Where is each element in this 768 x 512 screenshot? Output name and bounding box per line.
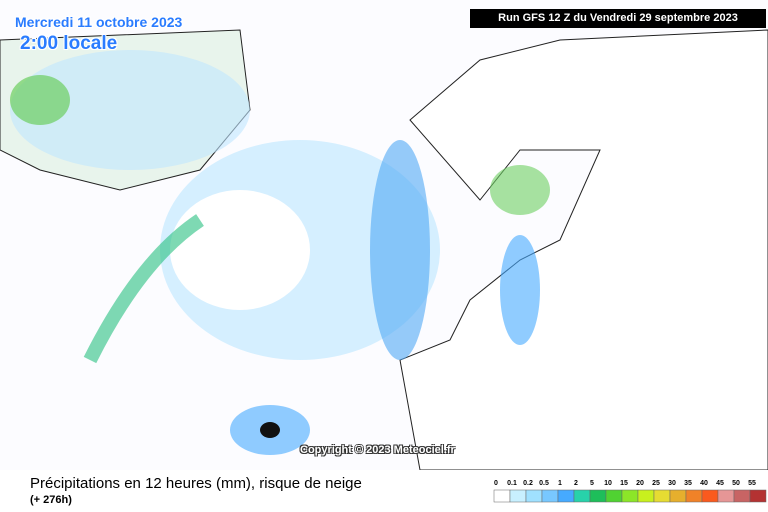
legend-swatch bbox=[541, 489, 559, 503]
lead-time: (+ 276h) bbox=[30, 494, 72, 506]
legend-label: 25 bbox=[652, 480, 660, 487]
legend-label: 10 bbox=[604, 480, 612, 487]
legend-swatch bbox=[669, 489, 687, 503]
legend-label: 0.5 bbox=[539, 480, 549, 487]
legend-swatch bbox=[701, 489, 719, 503]
legend-label: 50 bbox=[732, 480, 740, 487]
precip-area bbox=[10, 50, 250, 170]
legend-swatch bbox=[573, 489, 591, 503]
legend-swatch bbox=[717, 489, 735, 503]
run-label: Run GFS 12 Z du Vendredi 29 septembre 20… bbox=[470, 9, 766, 28]
precip-area bbox=[10, 75, 70, 125]
legend-label: 55 bbox=[748, 480, 756, 487]
legend-swatch bbox=[493, 489, 511, 503]
legend-label: 45 bbox=[716, 480, 724, 487]
legend-label: 5 bbox=[590, 480, 594, 487]
legend: 0 0.1 0.2 0.5 1 2 5 10 15 20 25 30 35 40 45 50 55 bbox=[493, 480, 767, 503]
legend-label: 0 bbox=[494, 480, 498, 487]
precip-band bbox=[500, 235, 540, 345]
legend-label: 35 bbox=[684, 480, 692, 487]
legend-label: 2 bbox=[574, 480, 578, 487]
legend-swatch bbox=[749, 489, 767, 503]
legend-label: 40 bbox=[700, 480, 708, 487]
legend-label: 20 bbox=[636, 480, 644, 487]
precip-band bbox=[370, 140, 430, 360]
precip-band bbox=[83, 214, 204, 364]
precip-area bbox=[490, 165, 550, 215]
legend-label: 30 bbox=[668, 480, 676, 487]
legend-swatch bbox=[733, 489, 751, 503]
copyright: Copyright © 2023 Meteociel.fr bbox=[300, 444, 455, 456]
precip-gap bbox=[170, 190, 310, 310]
europe bbox=[399, 29, 768, 470]
legend-swatch bbox=[525, 489, 543, 503]
legend-label: 0.2 bbox=[523, 480, 533, 487]
map-date: Mercredi 11 octobre 2023 bbox=[15, 14, 183, 30]
precip-core bbox=[260, 422, 280, 438]
legend-label: 15 bbox=[620, 480, 628, 487]
map bbox=[0, 29, 768, 470]
legend-swatch bbox=[685, 489, 703, 503]
legend-swatch bbox=[557, 489, 575, 503]
legend-swatch bbox=[637, 489, 655, 503]
legend-label: 0.1 bbox=[507, 480, 517, 487]
legend-swatch bbox=[605, 489, 623, 503]
map-time: 2:00 locale bbox=[20, 33, 118, 54]
legend-swatch bbox=[653, 489, 671, 503]
footer-title: Précipitations en 12 heures (mm), risque… bbox=[30, 475, 362, 492]
footer: Précipitations en 12 heures (mm), risque… bbox=[0, 470, 768, 512]
legend-swatch bbox=[509, 489, 527, 503]
legend-swatch bbox=[589, 489, 607, 503]
legend-swatch bbox=[621, 489, 639, 503]
legend-label: 1 bbox=[558, 480, 562, 487]
